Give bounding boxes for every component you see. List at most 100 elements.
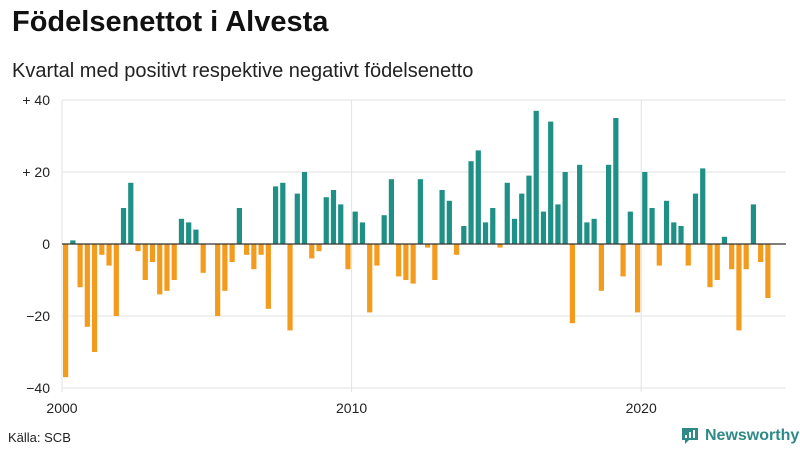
bar-negative (215, 244, 221, 316)
bar-negative (229, 244, 235, 262)
bar-negative (685, 244, 691, 266)
bar-positive (468, 161, 474, 244)
bar-negative (345, 244, 351, 270)
bar-positive (627, 211, 633, 244)
bar-negative (707, 244, 713, 288)
bar-positive (439, 190, 445, 244)
bar-negative (736, 244, 742, 331)
bar-positive (359, 222, 366, 244)
bar-positive (323, 197, 329, 244)
bar-positive (511, 218, 518, 244)
bar-positive (272, 186, 279, 244)
bar-negative (410, 244, 416, 284)
bar-negative (729, 244, 735, 270)
bar-negative (106, 244, 112, 266)
bar-positive (446, 200, 452, 244)
brand-name: Newsworthy (705, 427, 800, 444)
bar-negative (758, 244, 764, 262)
chart-subtitle: Kvartal med positivt respektive negativt… (12, 60, 474, 82)
bar-negative (135, 244, 141, 252)
bar-positive (671, 222, 677, 244)
bar-positive (70, 240, 76, 244)
bar-negative (432, 244, 438, 280)
bar-positive (577, 164, 583, 244)
bar-negative (743, 244, 749, 270)
bar-positive (519, 193, 525, 244)
bar-negative (77, 244, 83, 288)
bar-positive (540, 211, 547, 244)
bar-negative (91, 244, 98, 352)
bar-positive (294, 193, 300, 244)
bar-negative (149, 244, 156, 262)
bar-positive (381, 215, 387, 244)
bar-negative (453, 244, 460, 255)
bar-positive (606, 164, 612, 244)
bar-positive (533, 110, 539, 244)
bar-negative (316, 244, 322, 252)
bar-negative (84, 244, 90, 327)
bar-negative (265, 244, 271, 309)
x-tick-label: 2020 (626, 400, 657, 416)
bar-negative (200, 244, 206, 273)
y-tick-label: + 20 (22, 164, 50, 180)
bar-negative (425, 244, 431, 248)
bar-positive (526, 175, 532, 244)
bar-negative (99, 244, 105, 255)
bar-negative (142, 244, 148, 280)
bar-negative (634, 244, 641, 313)
chart-title: Födelsenettot i Alvesta (12, 6, 329, 38)
bar-negative (244, 244, 250, 255)
bar-positive (750, 204, 757, 244)
bar-negative (765, 244, 771, 298)
y-tick-label: −20 (26, 308, 50, 324)
bar-positive (482, 222, 489, 244)
bar-positive (338, 204, 344, 244)
bar-negative (157, 244, 163, 295)
bar-positive (721, 236, 728, 244)
bar-negative (396, 244, 402, 277)
bar-negative (620, 244, 626, 277)
bar-positive (663, 200, 670, 244)
bar-positive (642, 172, 648, 244)
x-tick-label: 2000 (46, 400, 77, 416)
bar-negative (497, 244, 503, 248)
bar-positive (504, 182, 510, 244)
grid-layer (61, 99, 786, 392)
bar-positive (591, 218, 597, 244)
bar-positive (388, 179, 395, 244)
bar-positive (128, 182, 134, 244)
brand-logo[interactable]: Newsworthy (680, 426, 799, 446)
bar-positive (700, 168, 706, 244)
bar-positive (178, 218, 185, 244)
bar-negative (656, 244, 662, 266)
bar-positive (692, 193, 699, 244)
bar-positive (555, 204, 561, 244)
bar-positive (649, 208, 655, 244)
source-note: Källa: SCB (8, 430, 71, 445)
bar-negative (171, 244, 177, 280)
y-tick-label: + 40 (22, 92, 50, 108)
bar-positive (461, 226, 467, 244)
bar-negative (714, 244, 720, 280)
y-tick-label: 0 (42, 236, 50, 252)
bar-positive (613, 118, 619, 244)
bar-positive (490, 208, 496, 244)
bar-negative (598, 244, 604, 291)
bar-positive (548, 121, 554, 244)
bar-negative (164, 244, 170, 291)
bar-positive (186, 222, 192, 244)
bar-positive (280, 182, 286, 244)
bar-positive (562, 172, 568, 244)
x-tick-label: 2010 (336, 400, 367, 416)
axis-layer: + 40 + 20 0 −20 −40 2000 2010 2020 (22, 92, 786, 416)
bar-negative (403, 244, 409, 280)
newsworthy-logo-icon (682, 428, 698, 444)
bar-negative (374, 244, 380, 266)
y-tick-label: −40 (26, 380, 50, 396)
bar-negative (258, 244, 264, 255)
bar-positive (475, 150, 481, 244)
bar-positive (193, 229, 199, 244)
bar-positive (236, 208, 242, 244)
bar-negative (251, 244, 257, 270)
